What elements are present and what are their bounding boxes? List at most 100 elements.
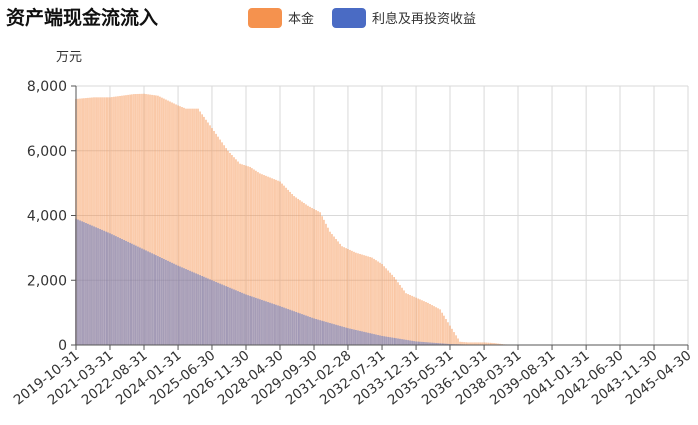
- interest-bar: [415, 341, 417, 345]
- principal-bar: [193, 108, 195, 345]
- y-tick-label: 0: [58, 338, 67, 354]
- principal-bar: [273, 179, 275, 345]
- principal-bar: [215, 133, 217, 345]
- principal-bar: [281, 183, 283, 345]
- principal-bar: [449, 325, 451, 345]
- principal-bar: [195, 108, 197, 345]
- principal-bar: [493, 343, 495, 345]
- principal-bar: [205, 119, 207, 345]
- interest-bar: [419, 341, 421, 345]
- interest-bar: [219, 283, 221, 345]
- interest-bar: [349, 328, 351, 345]
- principal-bar: [359, 253, 361, 345]
- principal-bar: [143, 93, 145, 346]
- interest-bar: [303, 314, 305, 345]
- principal-bar: [269, 177, 271, 345]
- principal-bar: [243, 164, 245, 345]
- principal-bar: [167, 100, 169, 345]
- principal-bar: [175, 104, 177, 345]
- interest-bar: [425, 342, 427, 345]
- principal-bar: [351, 250, 353, 345]
- principal-bar: [113, 96, 115, 345]
- y-tick-label: 8,000: [27, 79, 67, 95]
- interest-bar: [161, 258, 163, 345]
- interest-bar: [249, 295, 251, 345]
- interest-bar: [171, 262, 173, 345]
- interest-bar: [233, 289, 235, 345]
- legend-item-interest[interactable]: 利息及再投资收益: [332, 8, 476, 28]
- interest-bar: [281, 306, 283, 345]
- principal-bar: [399, 284, 401, 345]
- interest-bar: [435, 342, 437, 345]
- principal-bar: [249, 166, 251, 345]
- interest-bar: [305, 315, 307, 345]
- interest-bar: [367, 332, 369, 345]
- principal-bar: [83, 98, 85, 345]
- interest-bar: [129, 242, 131, 345]
- interest-bar: [209, 279, 211, 345]
- interest-bar: [445, 343, 447, 345]
- interest-bar: [365, 332, 367, 345]
- legend-item-principal[interactable]: 本金: [248, 8, 314, 28]
- interest-bar: [125, 240, 127, 345]
- interest-bar: [181, 267, 183, 345]
- interest-bar: [85, 223, 87, 345]
- interest-bar: [271, 303, 273, 345]
- interest-bar: [309, 317, 311, 345]
- principal-bar: [445, 319, 447, 345]
- principal-bar: [187, 108, 189, 345]
- interest-bar: [295, 311, 297, 345]
- principal-bar: [245, 165, 247, 345]
- interest-bar: [149, 252, 151, 345]
- y-tick-label: 4,000: [27, 209, 67, 225]
- principal-bar: [139, 93, 141, 346]
- principal-bar: [345, 248, 347, 345]
- interest-bar: [345, 327, 347, 345]
- legend-label-principal: 本金: [288, 11, 314, 27]
- interest-bar: [259, 299, 261, 345]
- interest-bar: [127, 241, 129, 345]
- principal-bar: [169, 101, 171, 345]
- principal-bar: [111, 97, 113, 345]
- interest-bar: [177, 265, 179, 345]
- interest-bar: [403, 339, 405, 345]
- interest-bar: [399, 338, 401, 345]
- principal-bar: [391, 274, 393, 345]
- interest-bar: [423, 342, 425, 345]
- principal-bar: [491, 342, 493, 345]
- interest-bar: [409, 340, 411, 345]
- principal-bar: [267, 176, 269, 345]
- interest-bar: [359, 330, 361, 345]
- interest-bar: [191, 271, 193, 345]
- principal-bar: [477, 342, 479, 345]
- interest-bar: [411, 340, 413, 345]
- principal-bar: [415, 297, 417, 345]
- principal-bar: [291, 194, 293, 345]
- interest-bar: [179, 266, 181, 345]
- principal-bar: [475, 342, 477, 345]
- principal-bar: [439, 309, 441, 345]
- interest-bar: [327, 322, 329, 345]
- interest-bar: [405, 339, 407, 345]
- interest-bar: [153, 254, 155, 345]
- principal-bar: [259, 173, 261, 345]
- principal-bar: [495, 343, 497, 345]
- principal-bar: [151, 94, 153, 346]
- interest-series: [75, 218, 483, 345]
- principal-bar: [383, 266, 385, 345]
- interest-bar: [317, 319, 319, 345]
- interest-bar: [355, 329, 357, 345]
- principal-bar: [183, 107, 185, 345]
- principal-bar: [145, 94, 147, 345]
- principal-bar: [117, 96, 119, 345]
- principal-bar: [293, 196, 295, 345]
- principal-bar: [381, 264, 383, 345]
- principal-bar: [395, 279, 397, 345]
- principal-bar: [89, 97, 91, 346]
- principal-bar: [173, 103, 175, 345]
- interest-bar: [401, 339, 403, 345]
- interest-bar: [385, 336, 387, 345]
- principal-bar: [225, 148, 227, 345]
- principal-bar: [443, 315, 445, 345]
- principal-bar: [325, 223, 327, 345]
